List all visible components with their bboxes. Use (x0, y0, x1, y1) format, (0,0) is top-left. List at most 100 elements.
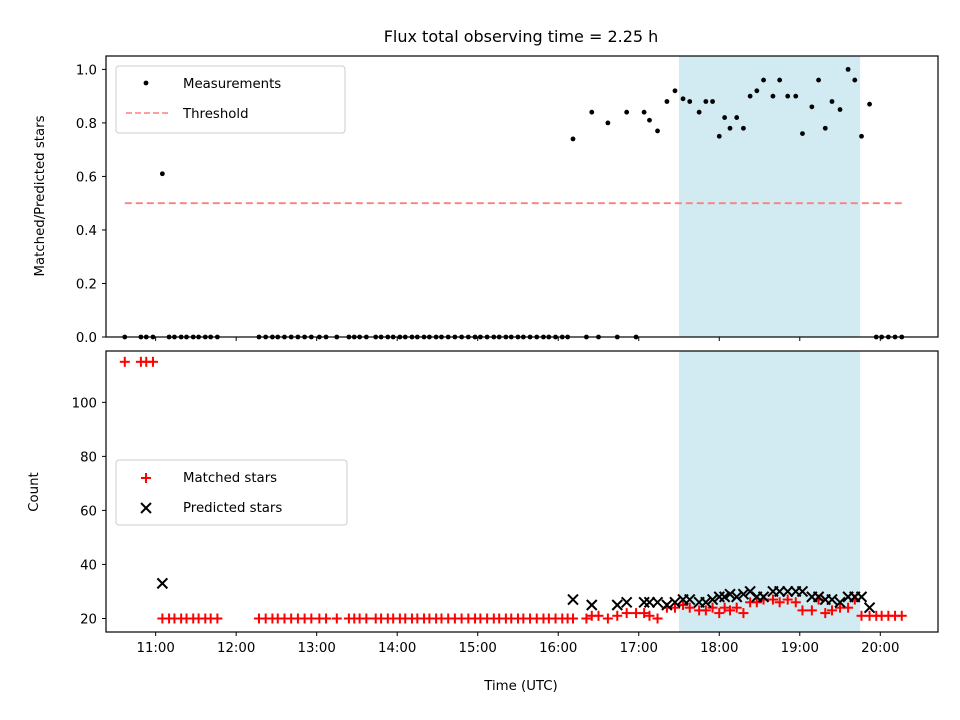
measurement-point (655, 128, 660, 134)
x-tick-label: 11:00 (136, 641, 174, 656)
y-tick-label: 40 (80, 558, 97, 573)
matched-star-point (790, 597, 801, 608)
ratio-y-axis-label: Matched/Predicted stars (33, 115, 48, 276)
predicted-star-point (669, 596, 681, 608)
x-tick-label: 17:00 (620, 641, 658, 656)
measurement-point (859, 133, 864, 139)
measurement-point (747, 93, 753, 99)
matched-star-point (738, 608, 749, 619)
matched-star-point (714, 608, 725, 619)
y-tick-label: 0.0 (76, 331, 97, 346)
measurement-point (761, 77, 766, 83)
predicted-star-point (706, 593, 719, 606)
predicted-star-point (620, 596, 633, 608)
matched-star-point (321, 613, 332, 624)
measurement-point (741, 125, 746, 131)
matched-star-point (725, 605, 735, 616)
ratio-panel: 0.0 0.2 0.4 0.6 0.8 1.0 Matched/Predicted sta… (33, 55, 939, 346)
measurement-point (822, 125, 828, 131)
y-tick-label: 1.0 (76, 63, 97, 78)
matched-star-point (719, 602, 730, 613)
y-tick-label: 20 (80, 612, 97, 627)
y-tick-label: 0.2 (76, 277, 97, 292)
y-tick-label: 0.4 (76, 224, 97, 239)
measurement-point (829, 99, 835, 104)
legend-predicted-label: Predicted stars (183, 501, 282, 516)
matched-star-point (669, 602, 680, 613)
legend-threshold-label: Threshold (182, 107, 249, 122)
matched-star-point (806, 605, 817, 616)
matched-star-point (774, 597, 785, 608)
measurement-point (754, 88, 760, 94)
measurement-point (641, 109, 647, 115)
predicted-star-point (638, 596, 650, 608)
matched-star-point (644, 610, 655, 621)
measurement-point (777, 77, 783, 83)
matched-star-point (593, 610, 604, 621)
y-tick-label: 100 (72, 396, 97, 411)
measurement-point (770, 93, 776, 99)
observing-window-shade (679, 56, 861, 337)
predicted-star-point (684, 593, 696, 606)
y-tick-label: 60 (80, 504, 97, 519)
legend-matched-label: Matched stars (183, 471, 277, 486)
predicted-star-point (156, 577, 169, 590)
measurement-point (672, 88, 678, 94)
predicted-star-point (737, 588, 750, 600)
x-tick-label: 14:00 (378, 641, 416, 656)
predicted-star-point (796, 585, 809, 598)
matched-star-point (782, 594, 793, 605)
measurement-point (800, 131, 805, 137)
predicted-star-point (834, 596, 846, 608)
measurement-point (722, 115, 728, 120)
x-tick-label: 13:00 (298, 641, 336, 656)
x-tick-label: 15:00 (459, 641, 497, 656)
predicted-star-point (757, 591, 770, 603)
matched-star-point (826, 605, 837, 616)
measurement-point (664, 99, 670, 104)
count-y-axis-label: Count (27, 472, 42, 512)
count-panel: 20 40 60 80 100 11:00 12:00 13:00 14:00 15:00 16:… (27, 350, 939, 656)
legend-measurements-label: Measurements (183, 77, 281, 92)
matched-star-point (602, 613, 613, 624)
count-legend: Matched stars Predicted stars (115, 459, 348, 526)
matched-star-point (767, 594, 778, 605)
measurement-point (159, 171, 165, 177)
count-plot-frame (105, 350, 939, 633)
matched-star-point (119, 356, 130, 367)
measurement-point (785, 93, 791, 99)
measurement-point (809, 104, 815, 110)
y-tick-label: 80 (80, 450, 97, 465)
matched-star-point (684, 602, 695, 613)
predicted-star-point (700, 596, 712, 608)
matched-star-point (639, 608, 650, 619)
x-tick-label: 12:00 (217, 641, 255, 656)
chart-title: Flux total observing time = 2.25 h (384, 27, 659, 46)
matched-star-point (212, 613, 223, 624)
measurement-point (837, 107, 843, 112)
measurement-point (734, 115, 740, 120)
measurement-point (710, 99, 715, 104)
matched-star-point (361, 613, 372, 624)
measurement-point (852, 77, 858, 83)
measurement-point (570, 136, 576, 142)
matched-star-point (567, 613, 578, 624)
predicted-star-point (567, 593, 579, 606)
measurement-point (589, 109, 595, 115)
measurement-point (716, 133, 722, 139)
x-tick-label: 20:00 (861, 641, 899, 656)
matched-star-point (896, 610, 907, 621)
y-tick-label: 0.6 (76, 170, 97, 185)
matched-star-point (731, 602, 742, 613)
predicted-star-point (826, 593, 838, 606)
x-tick-label: 18:00 (700, 641, 738, 656)
measurement-point (687, 99, 693, 104)
matched-star-point (581, 613, 592, 624)
measurement-point (867, 101, 872, 107)
matched-star-point (751, 597, 762, 608)
measurement-point (696, 109, 702, 115)
measurement-point (793, 93, 799, 99)
observing-window-shade (679, 351, 861, 632)
y-tick-label: 0.8 (76, 117, 97, 132)
